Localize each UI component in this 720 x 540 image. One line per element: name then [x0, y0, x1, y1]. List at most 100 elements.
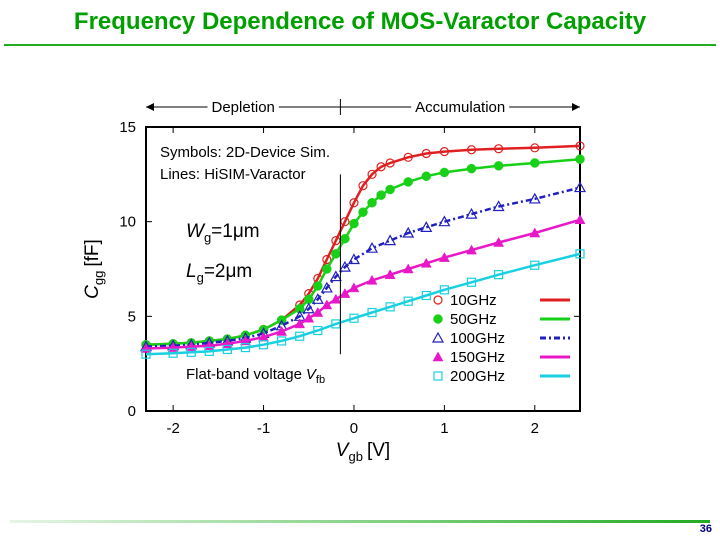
plot-frame	[145, 126, 581, 412]
y-tick-label: 5	[128, 308, 136, 325]
data-point-50GHz	[421, 171, 432, 181]
region-arrowhead-left	[146, 103, 154, 111]
data-point-100GHz	[465, 207, 478, 219]
region-label-depletion: Depletion	[212, 99, 275, 116]
data-point-50GHz	[304, 294, 314, 305]
x-axis-label: Vgb [V]	[336, 440, 390, 464]
data-point-50GHz	[340, 233, 350, 244]
data-point-100GHz	[420, 221, 433, 232]
data-point-150GHz	[312, 307, 324, 317]
data-point-10GHz	[403, 152, 413, 162]
data-point-50GHz	[439, 167, 450, 178]
data-point-150GHz	[276, 325, 288, 336]
data-point-10GHz	[421, 148, 431, 159]
data-point-10GHz	[349, 198, 359, 208]
data-point-10GHz	[358, 181, 368, 191]
data-point-10GHz	[385, 158, 395, 168]
legend-item-200GHz: 200GHz	[433, 368, 570, 385]
x-tick-label: 0	[350, 420, 358, 437]
legend-label-100GHz: 100GHz	[450, 330, 505, 347]
data-point-200GHz	[530, 260, 540, 270]
data-point-50GHz	[358, 207, 368, 217]
data-point-100GHz	[384, 234, 397, 246]
note-symbols: Symbols: 2D-Device Sim.	[160, 144, 330, 161]
series-line-200GHz	[145, 252, 581, 356]
data-point-150GHz	[303, 312, 315, 323]
data-point-50GHz	[530, 158, 540, 168]
legend-label-150GHz: 150GHz	[450, 349, 505, 366]
data-point-150GHz	[420, 257, 432, 268]
data-point-50GHz	[294, 304, 305, 314]
data-point-150GHz	[402, 263, 414, 274]
region-label-accumulation: Accumulation	[415, 99, 505, 116]
data-point-200GHz	[349, 313, 359, 323]
legend-marker-100GHz	[431, 331, 445, 343]
data-point-200GHz	[240, 342, 251, 353]
y-tick-label: 15	[119, 119, 136, 136]
data-point-50GHz	[385, 184, 395, 195]
slide-title: Frequency Dependence of MOS-Varactor Cap…	[73, 8, 647, 35]
data-point-200GHz	[258, 340, 269, 350]
legend-marker-10GHz	[433, 295, 443, 305]
data-point-10GHz	[466, 145, 477, 155]
region-label-background	[207, 99, 279, 116]
flatband-voltage-label: Flat-band voltage Vfb	[186, 366, 325, 386]
data-point-10GHz	[322, 254, 332, 265]
x-tick-label: 1	[440, 420, 448, 437]
region-label-background	[411, 99, 510, 116]
data-point-200GHz	[494, 270, 504, 280]
legend-item-150GHz: 150GHz	[432, 349, 570, 366]
data-point-10GHz	[367, 169, 377, 179]
data-point-150GHz	[466, 244, 477, 255]
data-point-200GHz	[403, 296, 413, 306]
data-point-100GHz	[438, 215, 451, 227]
data-point-10GHz	[494, 144, 504, 154]
legend-label-10GHz: 10GHz	[450, 292, 497, 309]
x-tick-label: 2	[531, 420, 539, 437]
gate-length-label: Lg=2μm	[186, 261, 252, 285]
legend-item-100GHz: 100GHz	[431, 330, 570, 347]
y-tick-label: 10	[119, 214, 136, 231]
data-point-10GHz	[331, 236, 341, 246]
data-point-100GHz	[366, 241, 379, 253]
data-point-200GHz	[204, 346, 214, 356]
data-point-100GHz	[402, 226, 415, 238]
gate-width-label: Wg=1μm	[186, 221, 260, 245]
data-point-50GHz	[493, 161, 504, 171]
data-point-150GHz	[438, 252, 450, 262]
data-point-200GHz	[222, 344, 232, 355]
data-point-150GHz	[294, 318, 306, 329]
y-tick-label: 0	[128, 403, 136, 420]
data-point-200GHz	[421, 290, 431, 301]
data-point-200GHz	[141, 349, 151, 359]
data-point-50GHz	[367, 197, 377, 208]
data-point-150GHz	[240, 335, 251, 346]
data-point-100GHz	[338, 260, 351, 272]
data-point-200GHz	[439, 285, 449, 295]
data-point-150GHz	[574, 214, 586, 225]
legend-marker-200GHz	[433, 371, 443, 381]
x-tick-label: -2	[166, 420, 179, 437]
region-arrowhead-right	[572, 103, 580, 111]
data-point-10GHz	[575, 141, 585, 151]
data-point-50GHz	[376, 190, 386, 200]
data-point-100GHz	[311, 293, 324, 304]
data-point-200GHz	[385, 302, 395, 312]
series-200GHz	[141, 249, 585, 359]
y-axis-label: Cgg[fF]	[82, 239, 106, 299]
data-point-50GHz	[313, 281, 323, 291]
data-point-10GHz	[376, 162, 386, 172]
data-point-100GHz	[573, 181, 587, 193]
data-point-200GHz	[575, 249, 585, 259]
data-point-150GHz	[339, 288, 351, 298]
page-number: 36	[699, 523, 712, 535]
legend-item-50GHz: 50GHz	[433, 311, 570, 328]
data-point-150GHz	[330, 293, 342, 304]
data-point-50GHz	[331, 249, 341, 259]
series-line-100GHz	[145, 186, 581, 348]
note-lines: Lines: HiSIM-Varactor	[160, 166, 306, 183]
legend-marker-150GHz	[432, 351, 444, 362]
data-point-200GHz	[295, 331, 305, 341]
legend-marker-50GHz	[433, 314, 443, 324]
data-point-150GHz	[493, 236, 505, 247]
